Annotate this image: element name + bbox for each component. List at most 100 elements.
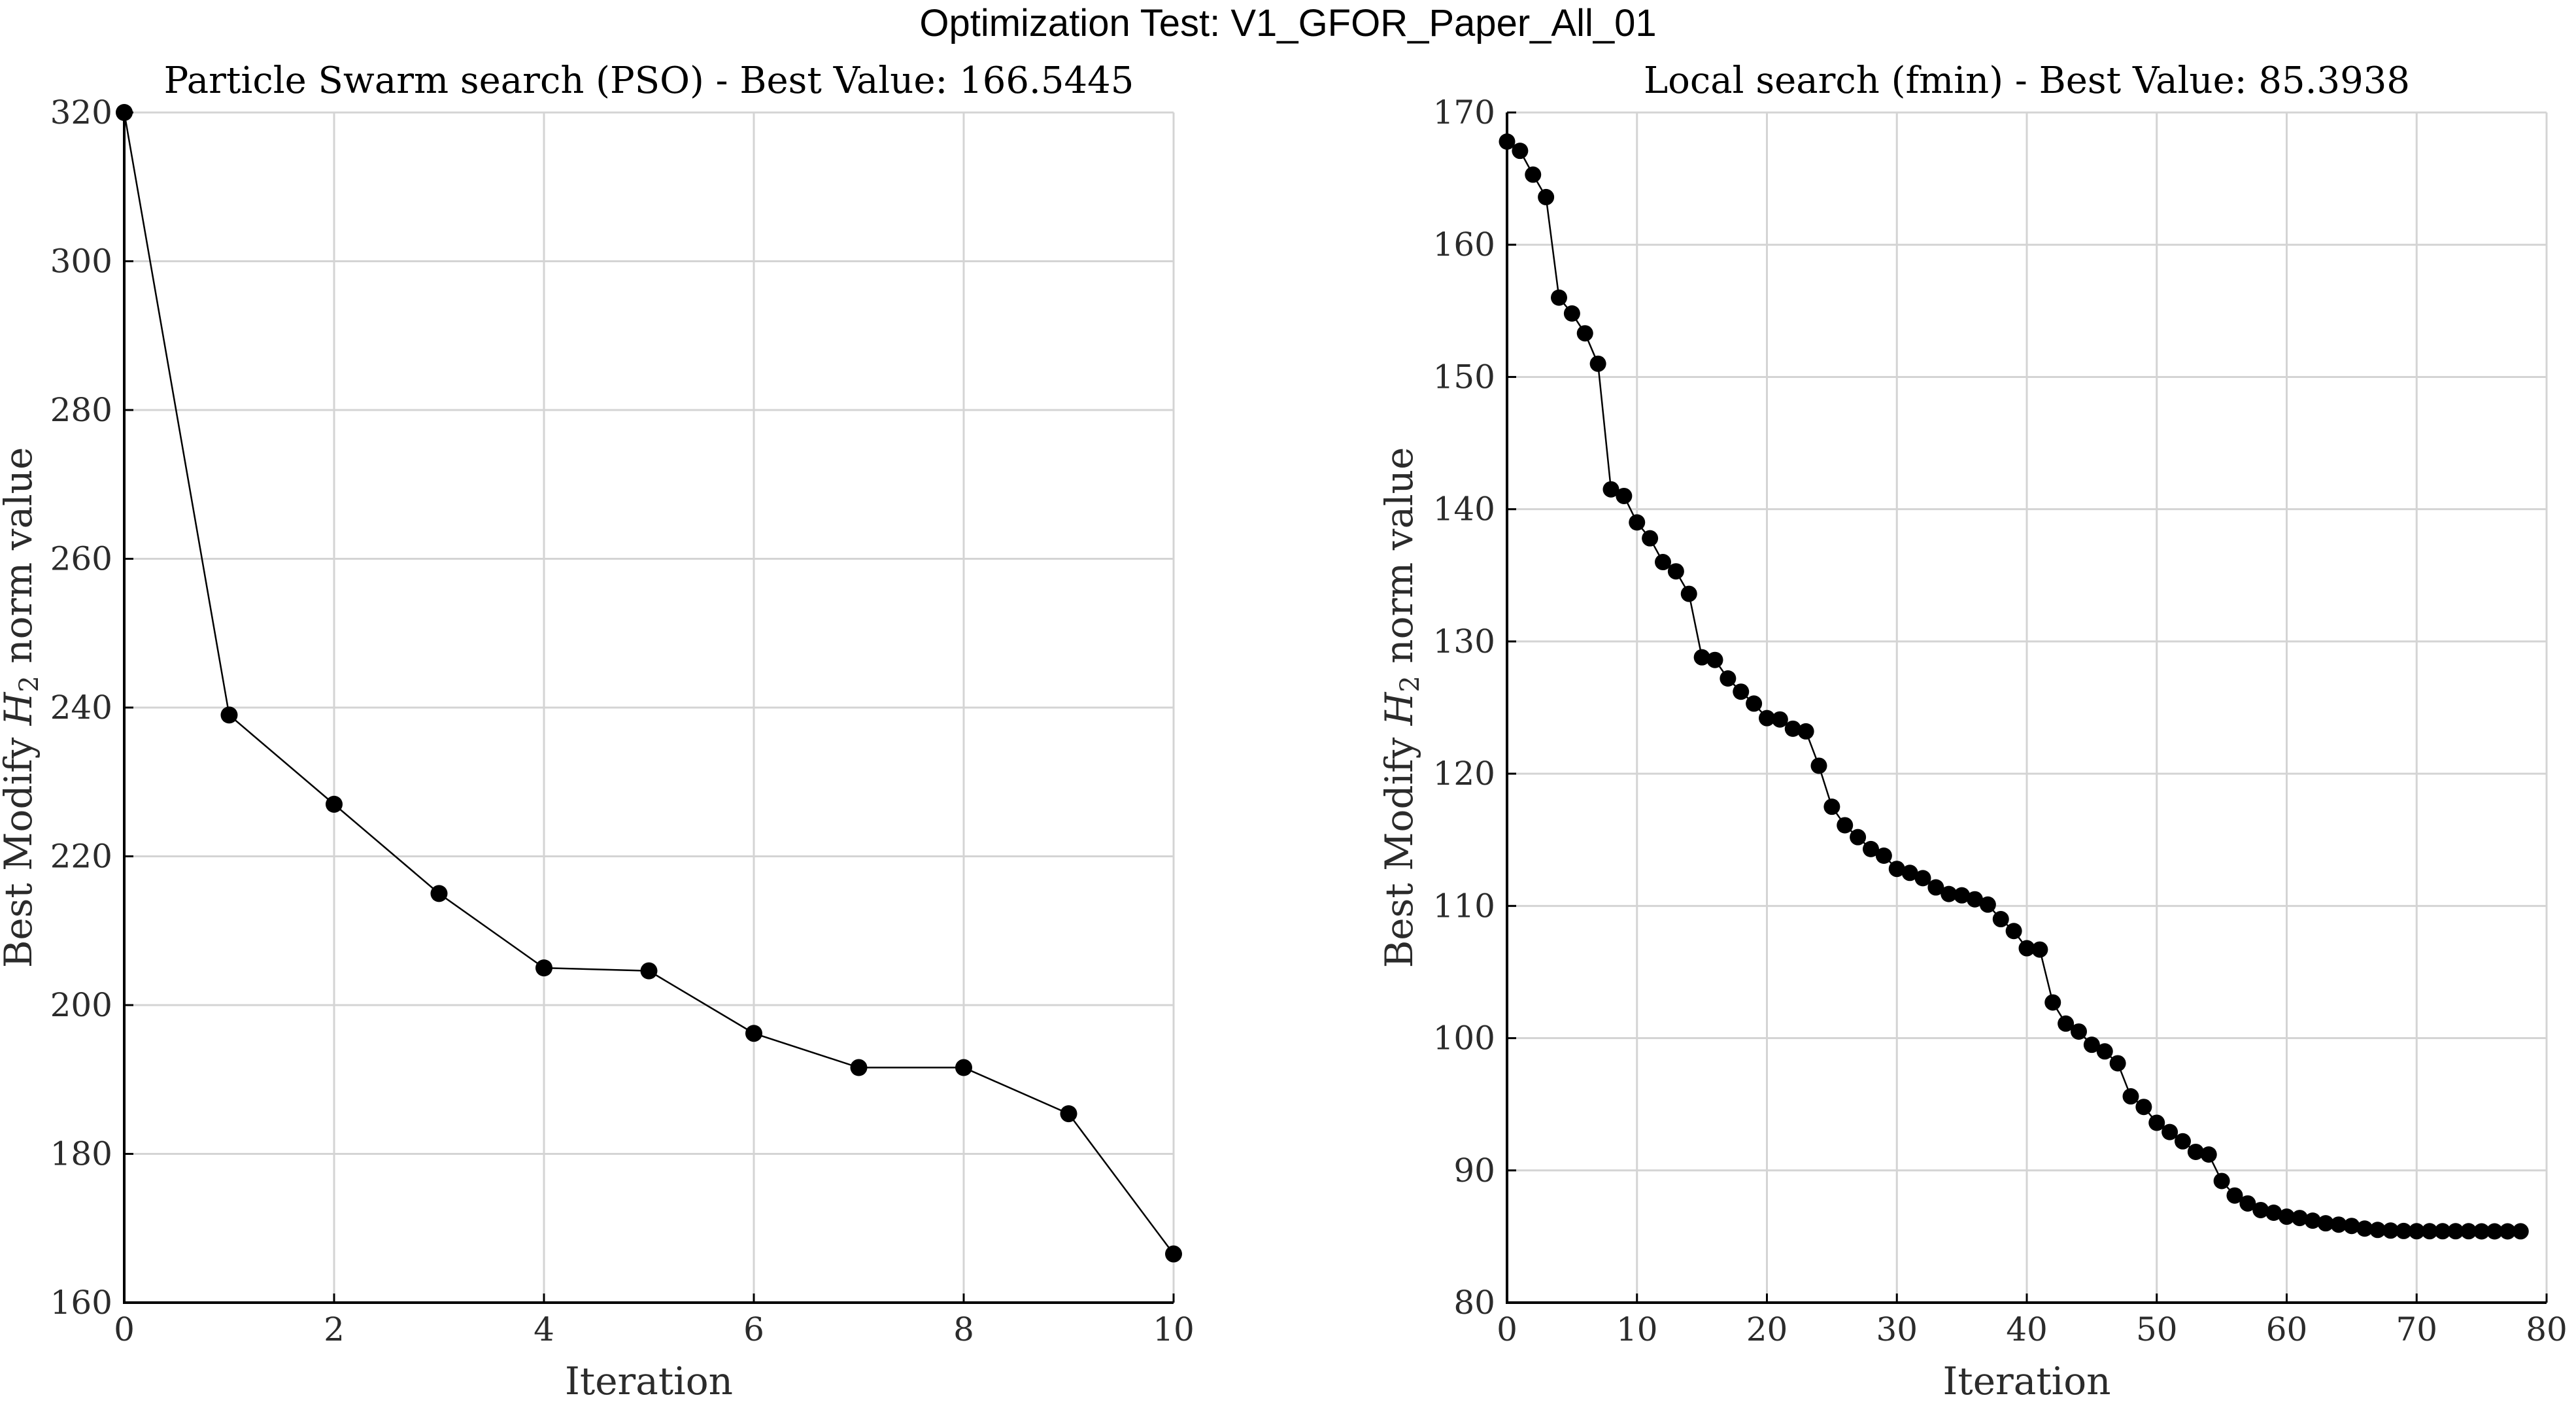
fmin-data-point: [1642, 530, 1659, 547]
pso-data-point: [1060, 1105, 1077, 1123]
fmin-data-point: [1589, 355, 1606, 372]
fmin-data-point: [2213, 1173, 2230, 1190]
fmin-data-point: [1551, 289, 1567, 306]
fmin-data-point: [2252, 1201, 2269, 1218]
fmin-y-tick-label: 130: [1433, 623, 1495, 660]
pso-data-point: [955, 1059, 972, 1076]
fmin-data-point: [2226, 1187, 2243, 1204]
fmin-x-tick-label: 50: [2136, 1310, 2178, 1348]
fmin-y-tick-label: 100: [1433, 1019, 1495, 1057]
fmin-data-point: [1927, 879, 1944, 896]
fmin-y-tick-label: 150: [1433, 358, 1495, 396]
fmin-data-point: [2369, 1222, 2386, 1239]
fmin-y-tick-label: 140: [1433, 490, 1495, 528]
fmin-data-point: [1850, 829, 1867, 846]
fmin-data-point: [1616, 487, 1633, 504]
pso-series-line: [123, 112, 1175, 1255]
pso-x-tick-label: 4: [534, 1310, 554, 1348]
fmin-data-point: [1967, 891, 1983, 908]
fmin-data-point: [2005, 923, 2022, 940]
pso-y-tick-label: 300: [50, 243, 112, 281]
fmin-data-point: [2187, 1143, 2204, 1160]
fmin-data-point: [2148, 1114, 2165, 1131]
pso-y-tick-label: 320: [50, 94, 112, 131]
fmin-data-point: [1576, 325, 1593, 342]
pso-chart-panel: 0 2 4 6 8 10 160 180 200 220 240 260 280 300 320 Partic…: [0, 60, 1195, 1403]
fmin-data-point: [1914, 870, 1931, 887]
figure-title: Optimization Test: V1_GFOR_Paper_All_01: [919, 2, 1657, 44]
fmin-data-point: [2486, 1223, 2503, 1240]
fmin-data-point: [1888, 861, 1905, 878]
fmin-x-tick-label: 60: [2266, 1310, 2308, 1348]
fmin-data-point: [1823, 798, 1840, 815]
fmin-x-tick-label: 30: [1876, 1310, 1918, 1348]
fmin-data-point: [2044, 994, 2061, 1011]
fmin-x-tick-label: 40: [2006, 1310, 2048, 1348]
fmin-data-point: [2421, 1223, 2438, 1240]
fmin-data-point: [1655, 554, 1671, 571]
fmin-data-point: [1797, 723, 1814, 740]
fmin-data-point: [1720, 670, 1737, 687]
fmin-x-tick-label: 10: [1616, 1310, 1658, 1348]
fmin-data-point: [2499, 1223, 2516, 1240]
pso-data-point: [1165, 1245, 1182, 1263]
fmin-data-point: [1602, 481, 1619, 498]
fmin-data-point: [2122, 1088, 2139, 1105]
fmin-data-point: [2447, 1223, 2464, 1240]
fmin-x-tick-label: 20: [1746, 1310, 1788, 1348]
fmin-data-point: [2291, 1210, 2308, 1227]
fmin-data-point: [2083, 1036, 2100, 1053]
fmin-data-point: [2018, 940, 2035, 957]
fmin-data-point: [2408, 1223, 2425, 1240]
fmin-data-point: [1759, 710, 1775, 727]
pso-x-tick-label: 2: [324, 1310, 345, 1348]
fmin-data-point: [1992, 911, 2009, 928]
fmin-x-axis-label: Iteration: [1943, 1359, 2111, 1403]
fmin-data-point: [2317, 1215, 2334, 1232]
fmin-data-point: [1499, 133, 1516, 150]
fmin-y-axis-label: Best Modify H2 norm value: [1377, 447, 1425, 968]
fmin-y-tick-label: 120: [1433, 755, 1495, 793]
fmin-data-point: [2279, 1208, 2295, 1225]
fmin-data-point: [2031, 941, 2048, 958]
pso-y-tick-label: 240: [50, 689, 112, 727]
fmin-data-point: [2395, 1222, 2412, 1239]
pso-y-tick-label: 180: [50, 1135, 112, 1173]
fmin-data-point: [1875, 847, 1892, 864]
fmin-data-point: [1837, 817, 1854, 834]
fmin-data-point: [1810, 757, 1827, 774]
fmin-data-point: [1746, 695, 1763, 712]
pso-data-point: [850, 1059, 868, 1076]
fmin-data-point: [1733, 683, 1750, 700]
fmin-data-point: [2200, 1146, 2217, 1163]
fmin-data-point: [1979, 896, 1996, 913]
pso-data-point: [430, 885, 448, 902]
pso-x-axis-label: Iteration: [565, 1359, 733, 1403]
fmin-data-point: [2356, 1220, 2373, 1237]
pso-data-point: [220, 706, 238, 724]
fmin-data-point: [1771, 711, 1788, 728]
fmin-data-point: [1680, 585, 1697, 602]
fmin-data-point: [2071, 1023, 2087, 1040]
fmin-data-point: [1667, 563, 1684, 580]
fmin-data-point: [2175, 1133, 2191, 1150]
pso-data-point: [640, 962, 658, 980]
fmin-x-tick-label: 70: [2396, 1310, 2437, 1348]
fmin-data-point: [1863, 840, 1879, 857]
pso-y-tick-label: 280: [50, 391, 112, 429]
pso-y-tick-label: 160: [50, 1284, 112, 1322]
fmin-data-point: [2512, 1223, 2529, 1240]
fmin-data-point: [1784, 720, 1801, 737]
fmin-data-point: [1940, 885, 1957, 902]
fmin-plot-title: Local search (fmin) - Best Value: 85.393…: [1644, 60, 2410, 102]
pso-data-point: [326, 795, 343, 813]
fmin-data-point: [1629, 514, 1646, 531]
pso-plot-title: Particle Swarm search (PSO) - Best Value…: [164, 60, 1134, 102]
fmin-data-point: [1954, 887, 1971, 904]
fmin-series-line: [1506, 141, 2521, 1233]
fmin-data-point: [2239, 1195, 2256, 1212]
fmin-data-point: [1706, 651, 1723, 668]
pso-data-point: [116, 104, 133, 121]
fmin-chart-panel: 0 10 20 30 40 50 60 70 80 80 90 100 110 120 130 140 150 1…: [1377, 60, 2568, 1403]
